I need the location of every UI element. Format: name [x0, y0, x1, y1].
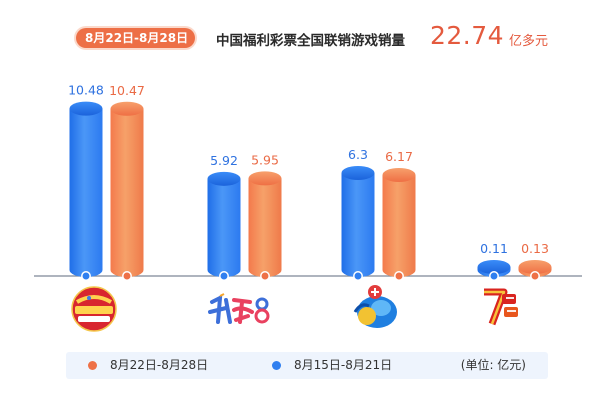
axis-dot-curr-0 [122, 271, 132, 281]
value-label-prev-0: 10.48 [68, 83, 104, 98]
axis-dot-prev-1 [219, 271, 229, 281]
axis-dot-prev-2 [353, 271, 363, 281]
axis-dot-curr-2 [394, 271, 404, 281]
qilecai-logo-icon [484, 288, 518, 326]
axis-dot-prev-3 [489, 271, 499, 281]
legend-label-current: 8月22日-8月28日 [110, 358, 209, 372]
bar-cap-prev-1 [207, 171, 241, 186]
bar-prev-1 [207, 178, 241, 277]
value-label-prev-1: 5.92 [210, 153, 238, 168]
bar-curr-0 [110, 108, 144, 278]
bar-cap-prev-0 [69, 101, 103, 116]
shuangseqiu-logo-icon [71, 286, 117, 332]
value-label-curr-0: 10.47 [109, 83, 145, 98]
legend-unit-label: (单位: 亿元) [460, 358, 526, 372]
chart-header: 8月22日-8月28日 中国福利彩票全国联销游戏销量 22.74 亿多元 [76, 20, 576, 58]
chart-title: 中国福利彩票全国联销游戏销量 [216, 33, 405, 49]
fucai3d-logo-icon [353, 285, 397, 328]
axis-dot-prev-0 [81, 271, 91, 281]
bar-prev-2 [341, 172, 375, 277]
total-sales-value: 22.74 [430, 21, 505, 50]
legend-dot-blue-icon [272, 361, 281, 370]
bar-curr-2 [382, 174, 416, 277]
value-label-curr-2: 6.17 [385, 149, 413, 164]
bar-cap-prev-3 [477, 260, 511, 274]
legend-label-previous: 8月15日-8月21日 [294, 358, 393, 372]
bar-cap-prev-2 [341, 165, 375, 180]
bar-prev-0 [69, 108, 103, 277]
chart-legend: 8月22日-8月28日 8月15日-8月21日 (单位: 亿元) [66, 352, 548, 379]
value-label-curr-1: 5.95 [251, 152, 279, 167]
bar-cap-curr-1 [248, 171, 282, 186]
legend-item-previous: 8月15日-8月21日 [272, 352, 392, 379]
bar-cap-curr-2 [382, 167, 416, 182]
kuaile8-logo-icon [208, 293, 270, 324]
value-label-prev-2: 6.3 [348, 147, 368, 162]
axis-dot-curr-3 [530, 271, 540, 281]
bar-cap-curr-3 [518, 260, 552, 274]
value-label-curr-3: 0.13 [521, 241, 549, 256]
total-sales-unit: 亿多元 [509, 34, 549, 49]
legend-dot-orange-icon [88, 361, 97, 370]
axis-dot-curr-1 [260, 271, 270, 281]
legend-item-current: 8月22日-8月28日 [88, 352, 208, 379]
bar-cap-curr-0 [110, 101, 144, 116]
value-label-prev-3: 0.11 [480, 241, 508, 256]
bar-curr-1 [248, 178, 282, 277]
date-range-badge: 8月22日-8月28日 [76, 28, 196, 48]
